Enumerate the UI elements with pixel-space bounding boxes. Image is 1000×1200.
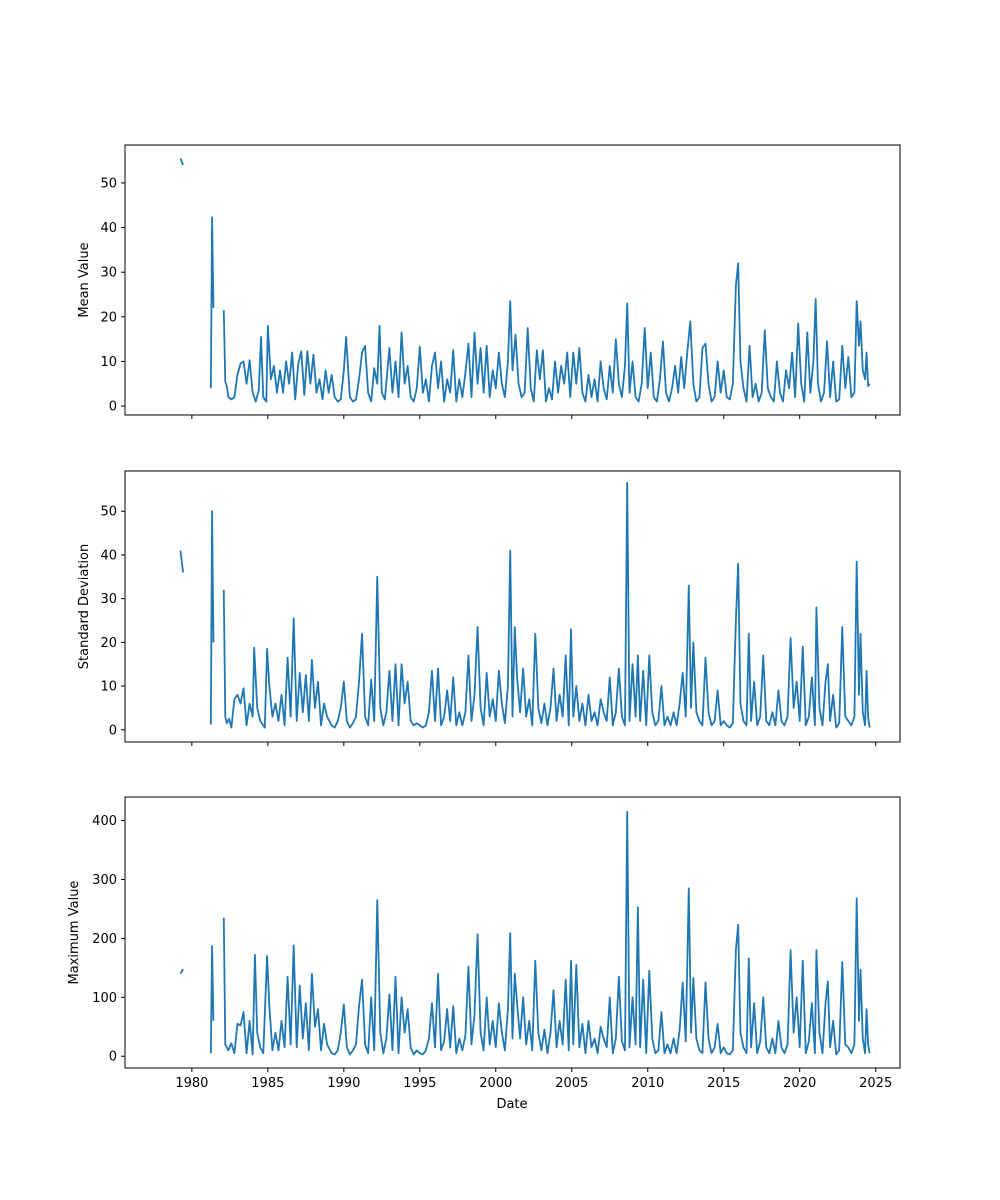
y-tick-label: 50: [100, 176, 117, 191]
x-tick-label: 2005: [555, 1076, 588, 1091]
x-tick-label: 1995: [403, 1076, 436, 1091]
y-tick-label: 100: [92, 991, 117, 1006]
y-axis-label: Maximum Value: [67, 881, 82, 985]
x-tick-label: 2010: [631, 1076, 664, 1091]
x-tick-label: 1990: [327, 1076, 360, 1091]
y-tick-label: 200: [92, 932, 117, 947]
y-tick-label: 20: [100, 636, 117, 651]
axes-frame: [124, 796, 901, 1069]
y-axis-label: Standard Deviation: [77, 544, 92, 669]
series-line-segment-3: [222, 481, 871, 729]
series-line-segment-2: [209, 945, 215, 1054]
y-tick-label: 40: [100, 221, 117, 236]
axes-frame: [124, 144, 901, 416]
y-tick-label: 30: [100, 592, 117, 607]
y-tick-label: 400: [92, 814, 117, 829]
x-axis-label: Date: [496, 1097, 527, 1112]
y-tick-label: 20: [100, 310, 117, 325]
y-tick-label: 10: [100, 680, 117, 695]
series-line-segment-1: [179, 968, 184, 975]
x-tick-label: 1980: [175, 1076, 208, 1091]
series-line-segment-3: [222, 810, 871, 1056]
x-tick-label: 1985: [251, 1076, 284, 1091]
series-line-segment-2: [209, 510, 215, 725]
y-tick-label: 40: [100, 548, 117, 563]
y-tick-label: 300: [92, 873, 117, 888]
x-tick-label: 2020: [783, 1076, 816, 1091]
y-tick-label: 30: [100, 266, 117, 281]
series-line-segment-1: [179, 550, 184, 573]
series-line-segment-1: [179, 158, 184, 166]
series-line-segment-2: [209, 216, 215, 389]
axes-frame: [124, 470, 901, 743]
y-tick-label: 0: [109, 400, 117, 415]
series-line-segment-3: [222, 262, 871, 403]
panel-mean-value: 0 10 20 30 40 50 Mean Value: [77, 144, 901, 419]
y-tick-label: 10: [100, 355, 117, 370]
x-tick-label: 2015: [707, 1076, 740, 1091]
x-tick-label: 2025: [859, 1076, 892, 1091]
y-tick-label: 0: [109, 1050, 117, 1065]
y-axis-label: Mean Value: [77, 242, 92, 317]
y-tick-label: 50: [100, 505, 117, 520]
panel-maximum-value: 0 100 200 300 400 1980 1985 1990 1995 2000 2005 201…: [67, 796, 901, 1091]
y-tick-label: 0: [109, 723, 117, 738]
panel-standard-deviation: 0 10 20 30 40 50 Standard Deviation: [77, 470, 901, 746]
x-tick-label: 2000: [479, 1076, 512, 1091]
